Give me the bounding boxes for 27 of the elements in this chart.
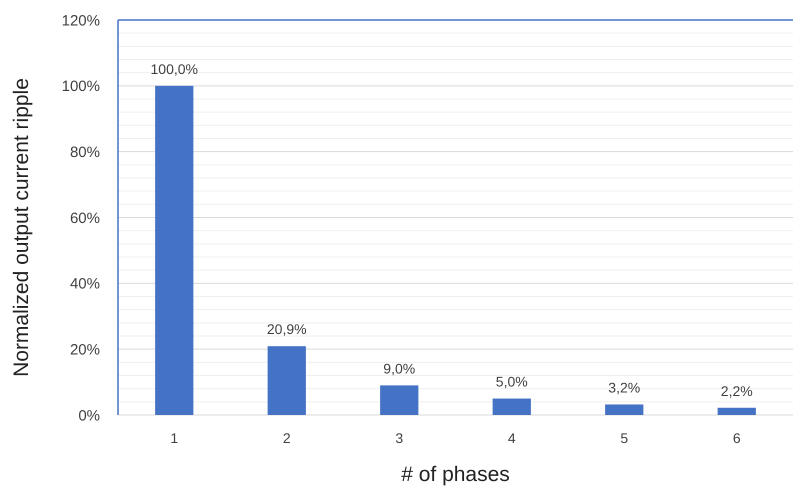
- y-tick-label: 60%: [70, 210, 100, 227]
- y-tick-label: 100%: [62, 78, 100, 96]
- x-tick-label: 2: [282, 430, 291, 446]
- data-label: 2,2%: [720, 382, 753, 399]
- data-label: 100,0%: [150, 60, 198, 77]
- x-tick-label: 5: [620, 430, 628, 446]
- bar: [380, 385, 418, 415]
- y-tick-label: 0%: [78, 407, 100, 424]
- data-label: 20,9%: [266, 321, 307, 338]
- x-tick-label: 1: [170, 430, 178, 446]
- x-tick-label: 4: [508, 430, 516, 446]
- bar: [605, 404, 644, 415]
- bar: [268, 346, 306, 415]
- y-tick-label: 80%: [70, 144, 100, 161]
- x-tick-label: 3: [395, 430, 404, 446]
- x-tick-label: 6: [732, 430, 741, 446]
- data-label: 9,0%: [383, 360, 416, 376]
- x-axis-title: # of phases: [401, 463, 510, 486]
- bar: [155, 86, 194, 415]
- y-tick-label: 40%: [70, 276, 100, 293]
- data-label: 3,2%: [608, 379, 640, 396]
- bar: [718, 408, 756, 415]
- y-tick-label: 20%: [70, 341, 100, 358]
- y-axis-title: Normalized output current ripple: [10, 78, 33, 377]
- y-tick-label: 120%: [62, 12, 100, 30]
- data-label: 5,0%: [496, 374, 528, 390]
- bar: [492, 398, 531, 415]
